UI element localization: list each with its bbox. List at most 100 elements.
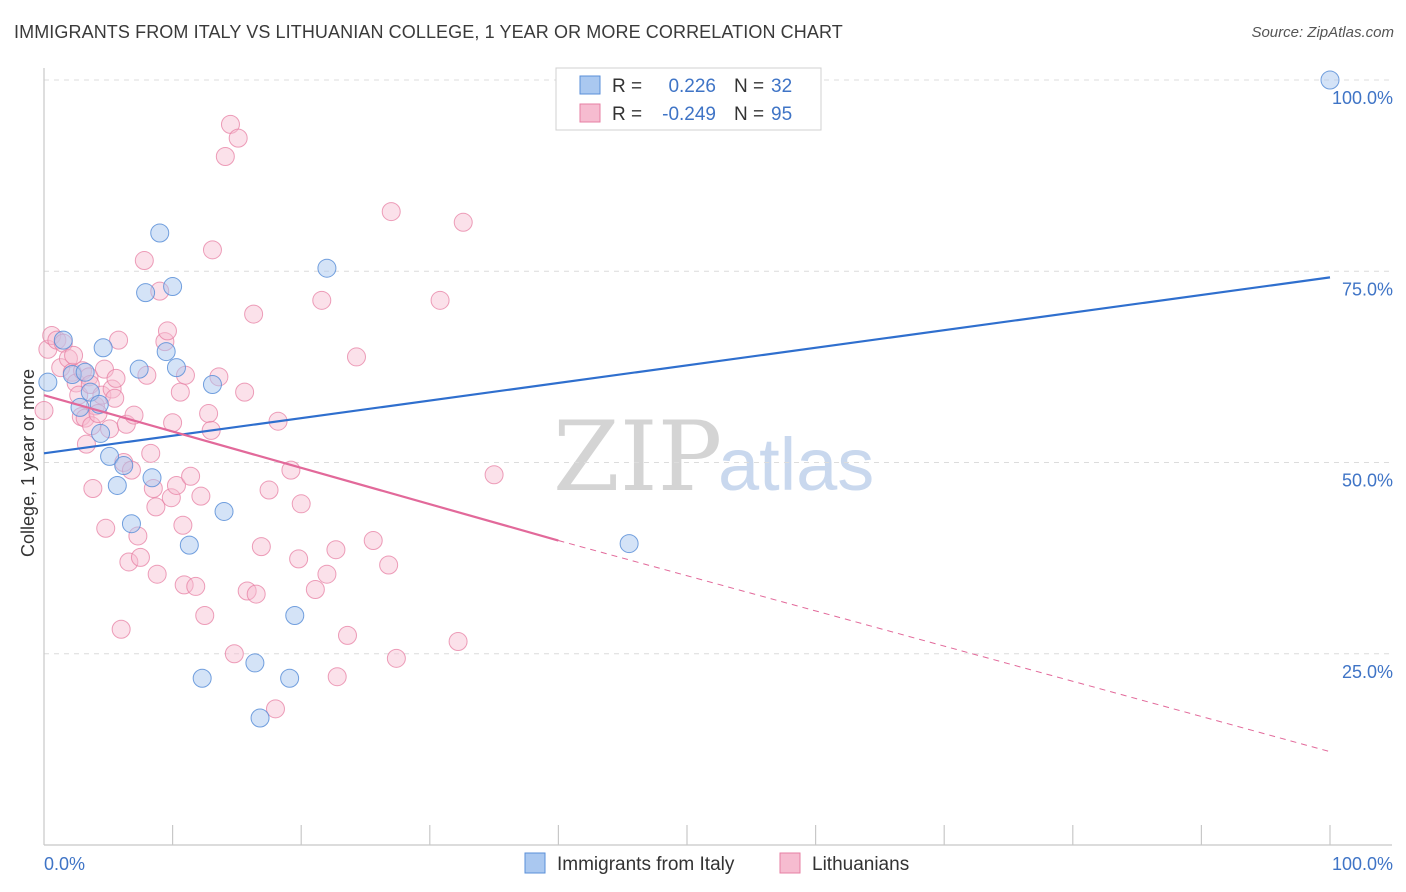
data-point-lithuanians bbox=[181, 466, 201, 486]
data-point-lithuanians bbox=[96, 518, 116, 538]
data-point-lithuanians bbox=[109, 330, 129, 350]
data-point-italy bbox=[250, 708, 270, 728]
data-point-lithuanians bbox=[224, 644, 244, 664]
data-point-lithuanians bbox=[102, 379, 122, 399]
y-tick-label: 75.0% bbox=[1342, 279, 1393, 299]
legend-swatch-lithuanians bbox=[579, 103, 601, 123]
bottom-legend-label-italy: Immigrants from Italy bbox=[557, 854, 735, 875]
watermark-zip: ZIP bbox=[553, 401, 722, 513]
trend-line-italy bbox=[43, 276, 1331, 455]
y-axis-title: College, 1 year or more bbox=[18, 369, 38, 557]
y-tick-label: 25.0% bbox=[1342, 662, 1393, 682]
data-point-italy bbox=[107, 475, 127, 495]
data-point-italy bbox=[75, 362, 95, 382]
x-tick-label: 0.0% bbox=[44, 854, 85, 874]
axes bbox=[43, 68, 1392, 846]
data-point-italy bbox=[100, 446, 120, 466]
legend-n-label-italy: N = bbox=[734, 76, 764, 97]
data-point-lithuanians bbox=[379, 555, 399, 575]
y-tick-label: 100.0% bbox=[1332, 88, 1393, 108]
data-point-lithuanians bbox=[83, 479, 103, 499]
data-point-lithuanians bbox=[186, 576, 206, 596]
series-lithuanians-points bbox=[34, 114, 504, 719]
data-point-lithuanians bbox=[157, 321, 177, 341]
data-point-lithuanians bbox=[195, 606, 215, 625]
gridlines bbox=[44, 79, 1392, 655]
data-point-lithuanians bbox=[202, 240, 222, 260]
data-point-italy bbox=[136, 283, 156, 303]
bottom-legend-swatch-italy bbox=[524, 852, 546, 874]
data-point-italy bbox=[142, 468, 162, 488]
data-point-italy bbox=[121, 514, 141, 534]
data-point-lithuanians bbox=[453, 212, 473, 232]
x-tick-label: 100.0% bbox=[1332, 854, 1393, 874]
data-point-lithuanians bbox=[326, 540, 346, 560]
data-point-italy bbox=[285, 606, 305, 625]
data-point-lithuanians bbox=[166, 475, 186, 495]
source-credit: Source: ZipAtlas.com bbox=[1251, 24, 1394, 41]
data-point-lithuanians bbox=[251, 537, 271, 557]
data-point-italy bbox=[280, 668, 300, 688]
series-italy-points bbox=[38, 70, 1340, 728]
y-tick-label: 50.0% bbox=[1342, 471, 1393, 491]
data-point-lithuanians bbox=[346, 347, 366, 367]
tick-labels: 25.0% 50.0% 75.0% 100.0% 0.0% 100.0% bbox=[44, 88, 1393, 874]
data-point-lithuanians bbox=[34, 400, 54, 420]
data-point-italy bbox=[245, 653, 265, 673]
data-point-italy bbox=[114, 456, 134, 476]
data-point-lithuanians bbox=[141, 443, 161, 463]
data-point-lithuanians bbox=[337, 625, 357, 645]
data-point-italy bbox=[1320, 70, 1340, 90]
data-point-italy bbox=[166, 358, 186, 378]
data-point-italy bbox=[53, 330, 73, 350]
data-point-lithuanians bbox=[327, 667, 347, 687]
data-point-lithuanians bbox=[161, 488, 181, 508]
data-point-lithuanians bbox=[191, 486, 211, 506]
data-point-italy bbox=[163, 277, 183, 297]
data-point-lithuanians bbox=[317, 564, 337, 584]
data-point-italy bbox=[38, 372, 58, 392]
legend-r-value-italy: 0.226 bbox=[668, 76, 716, 97]
correlation-legend: R = 0.226 N = 32 R = -0.249 N = 95 bbox=[555, 67, 822, 131]
data-point-italy bbox=[91, 423, 111, 443]
bottom-legend-swatch-lithuanians bbox=[779, 852, 801, 874]
legend-r-value-lithuanians: -0.249 bbox=[662, 104, 716, 125]
data-point-italy bbox=[192, 668, 212, 688]
legend-n-value-italy: 32 bbox=[771, 76, 792, 97]
data-point-italy bbox=[619, 534, 639, 554]
data-point-lithuanians bbox=[94, 359, 114, 379]
data-point-lithuanians bbox=[119, 552, 139, 572]
data-point-italy bbox=[93, 338, 113, 358]
data-point-lithuanians bbox=[134, 251, 154, 271]
data-point-lithuanians bbox=[244, 304, 264, 324]
data-point-lithuanians bbox=[246, 584, 266, 604]
data-point-lithuanians bbox=[147, 564, 167, 584]
data-point-lithuanians bbox=[130, 547, 150, 567]
legend-r-label-lithuanians: R = bbox=[612, 104, 642, 125]
data-point-lithuanians bbox=[173, 515, 193, 535]
data-point-lithuanians bbox=[448, 632, 468, 652]
data-point-lithuanians bbox=[64, 345, 84, 365]
data-point-lithuanians bbox=[146, 497, 166, 517]
data-point-lithuanians bbox=[215, 147, 235, 166]
chart-title: IMMIGRANTS FROM ITALY VS LITHUANIAN COLL… bbox=[14, 22, 843, 42]
data-point-lithuanians bbox=[265, 699, 285, 719]
data-point-italy bbox=[202, 374, 222, 394]
data-point-lithuanians bbox=[305, 579, 325, 599]
data-point-italy bbox=[129, 359, 149, 379]
trend-line-lithuanians bbox=[43, 394, 559, 542]
data-point-lithuanians bbox=[484, 465, 504, 485]
data-point-lithuanians bbox=[363, 531, 383, 551]
data-point-lithuanians bbox=[199, 404, 219, 424]
data-point-lithuanians bbox=[111, 619, 131, 639]
data-point-lithuanians bbox=[289, 549, 309, 569]
data-point-italy bbox=[150, 223, 170, 243]
data-point-lithuanians bbox=[228, 128, 248, 148]
legend-swatch-italy bbox=[579, 75, 601, 95]
data-point-italy bbox=[156, 342, 176, 362]
data-point-lithuanians bbox=[381, 202, 401, 222]
legend-r-label-italy: R = bbox=[612, 76, 642, 97]
legend-n-value-lithuanians: 95 bbox=[771, 104, 792, 125]
data-point-lithuanians bbox=[259, 480, 279, 500]
legend-n-label-lithuanians: N = bbox=[734, 104, 764, 125]
